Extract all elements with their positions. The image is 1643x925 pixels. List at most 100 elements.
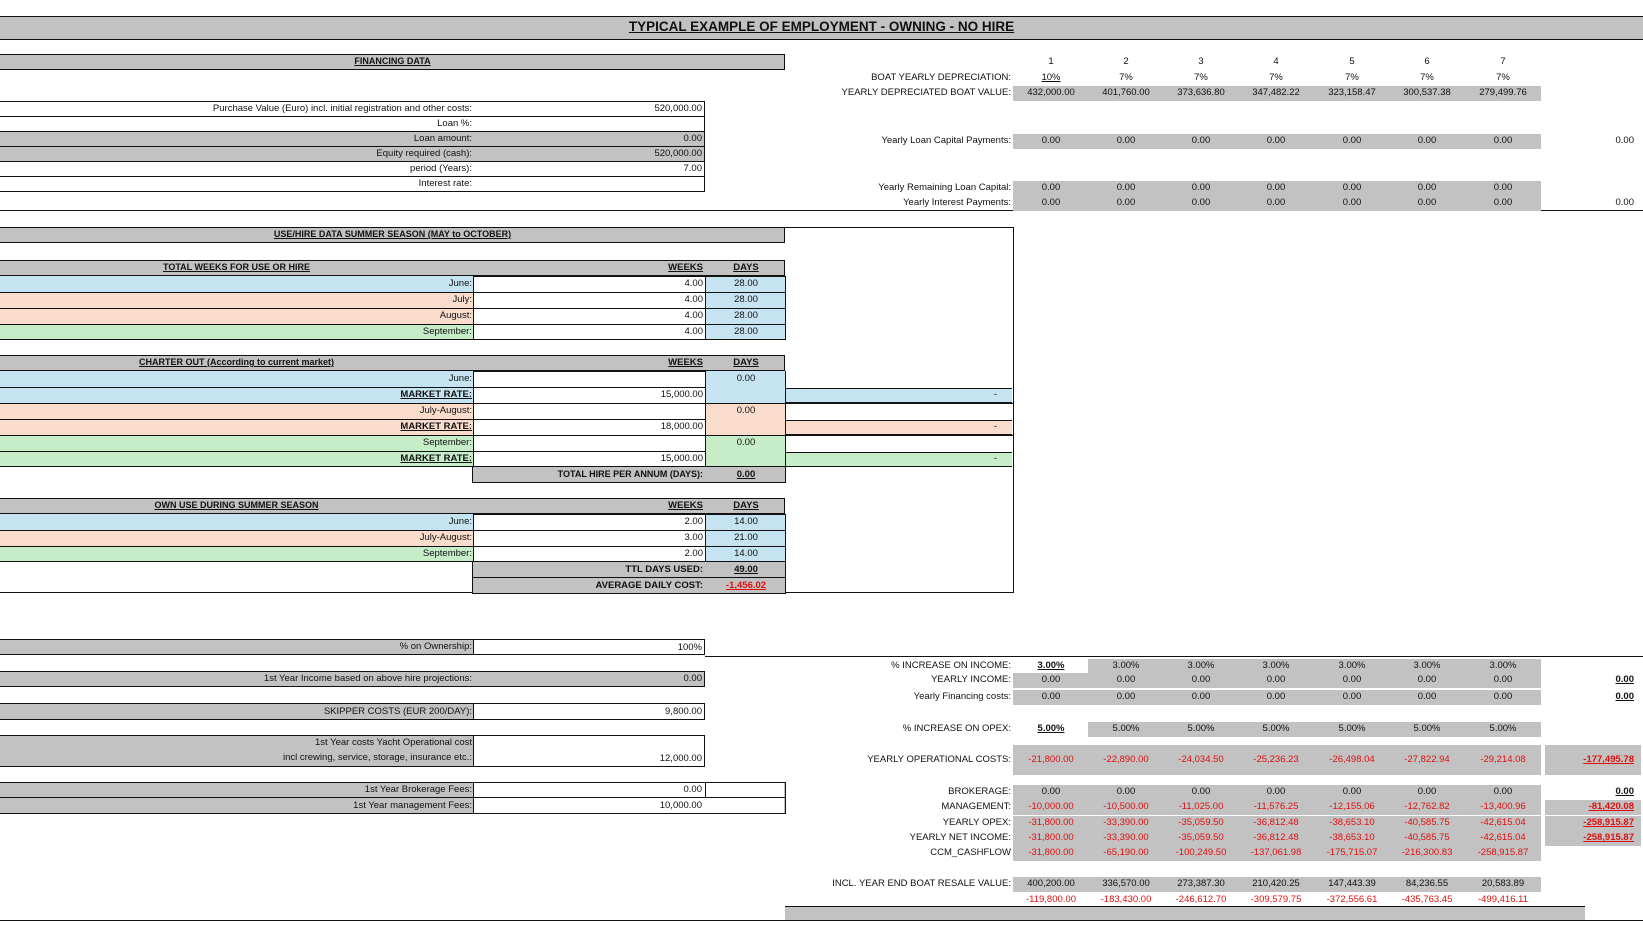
row-line: [0, 308, 785, 309]
avg-cost-label: AVERAGE DAILY COST:: [595, 580, 703, 591]
row-label: Yearly Remaining Loan Capital:: [878, 182, 1011, 193]
year-value: 0.00: [1417, 691, 1437, 702]
total-shade: [1545, 745, 1641, 775]
avg-cost-value: -1,456.02: [725, 580, 767, 591]
year-value: -25,236.23: [1253, 754, 1299, 765]
row-line: [0, 339, 785, 340]
skipper-value-cell: [473, 704, 704, 719]
row-label: MANAGEMENT:: [941, 801, 1011, 812]
days-col-header: DAYS: [733, 500, 759, 511]
year-header: 3: [1198, 56, 1204, 67]
total-weeks-header-row: [0, 260, 785, 276]
income-row: [0, 671, 705, 687]
year-value: -309,579.75: [1250, 894, 1302, 905]
financing-header: FINANCING DATA: [354, 56, 431, 66]
financing-value: 520,000.00: [654, 103, 702, 114]
total-value: 0.00: [1615, 691, 1635, 702]
days-col-header: DAYS: [733, 262, 759, 273]
year-header: 1: [1048, 56, 1054, 67]
year-value: -10,000.00: [1028, 801, 1074, 812]
skipper-label: SKIPPER COSTS (EUR 200/DAY):: [323, 706, 472, 717]
year-value: 0.00: [1417, 182, 1437, 193]
days-value: 14.00: [734, 548, 758, 559]
weeks-value: 4.00: [684, 326, 704, 337]
year-value: 0.00: [1493, 674, 1513, 685]
year-value: 0.00: [1041, 786, 1061, 797]
year-value: -11,025.00: [1178, 801, 1224, 812]
year-value: -183,430.00: [1100, 894, 1152, 905]
row-shade: [1013, 745, 1541, 775]
year-value: -119,800.00: [1025, 894, 1076, 905]
weeks-col-header: WEEKS: [668, 500, 703, 511]
year-value: 0.00: [1191, 197, 1211, 208]
year-value: 0.00: [1342, 135, 1362, 146]
year-value: 432,000.00: [1027, 87, 1075, 98]
year-value: -21,800.00: [1028, 754, 1074, 765]
year-value: -40,585.75: [1404, 817, 1450, 828]
year-value: 3.00%: [1037, 660, 1065, 671]
total-shade: [1545, 831, 1641, 846]
year-value: 0.00: [1191, 786, 1211, 797]
row-label: % INCREASE ON OPEX:: [902, 723, 1011, 734]
year-value: 0.00: [1266, 135, 1286, 146]
year-value: 84,236.55: [1405, 878, 1449, 889]
row-shade: [1013, 800, 1541, 815]
year-value: 273,387.30: [1177, 878, 1225, 889]
total-value: 0.00: [1615, 135, 1635, 146]
financing-label: Interest rate:: [418, 178, 472, 189]
year-value: 0.00: [1266, 691, 1286, 702]
row-shade: [1013, 134, 1541, 149]
year-value: 0.00: [1417, 786, 1437, 797]
year-value: 0.00: [1041, 135, 1061, 146]
row-label: YEARLY OPEX:: [942, 817, 1011, 828]
year-value: 0.00: [1342, 197, 1362, 208]
year-value: 10%: [1041, 72, 1061, 83]
year-value: 7%: [1269, 72, 1283, 83]
year-value: 0.00: [1041, 674, 1061, 685]
year-value: 0.00: [1417, 674, 1437, 685]
year-header: 2: [1123, 56, 1129, 67]
opcost-label-line1: 1st Year costs Yacht Operational cost: [314, 737, 472, 748]
year-value: 7%: [1119, 72, 1133, 83]
year-value: 0.00: [1191, 674, 1211, 685]
year-value: 0.00: [1191, 182, 1211, 193]
market-rate-value: 15,000.00: [660, 389, 703, 400]
use-hire-header-bar: [0, 227, 785, 243]
year-value: -27,822.94: [1404, 754, 1450, 765]
income-label: 1st Year Income based on above hire proj…: [263, 673, 472, 684]
row-label: INCL. YEAR END BOAT RESALE VALUE:: [832, 878, 1011, 889]
row-shade: [1013, 86, 1541, 101]
avg-cost-row: [472, 577, 786, 594]
brokerage-value: 0.00: [683, 784, 703, 795]
weeks-value: 4.00: [684, 310, 704, 321]
row-label: July:: [452, 294, 472, 305]
page-title: TYPICAL EXAMPLE OF EMPLOYMENT - OWNING -…: [628, 19, 1015, 34]
total-weeks-header: TOTAL WEEKS FOR USE OR HIRE: [162, 262, 310, 272]
year-value: 0.00: [1266, 182, 1286, 193]
year-value: 5.00%: [1489, 723, 1517, 734]
year-value: 0.00: [1116, 786, 1136, 797]
total-value: -81,420.08: [1588, 801, 1634, 812]
total-value: -177,495.78: [1583, 754, 1634, 765]
year-value: 0.00: [1116, 674, 1136, 685]
use-hire-bottom-border: [786, 592, 1014, 593]
year-value: 279,499.76: [1479, 87, 1527, 98]
row-line: [0, 546, 785, 547]
year-header: 4: [1273, 56, 1279, 67]
weeks-value: 2.00: [684, 548, 704, 559]
title-bar: [0, 16, 1643, 39]
row-label: August:: [439, 310, 472, 321]
row-shade: [1013, 196, 1541, 211]
financing-label: Loan amount:: [413, 133, 472, 144]
year-value: 0.00: [1342, 786, 1362, 797]
year-value: -246,612.70: [1175, 894, 1227, 905]
year-value: 5.00%: [1187, 723, 1215, 734]
row-shade: [1013, 816, 1541, 831]
row-label: YEARLY INCOME:: [931, 674, 1011, 685]
own-use-header: OWN USE DURING SUMMER SEASON: [154, 500, 319, 510]
year-value: -35,059.50: [1178, 817, 1224, 828]
year-value: -137,061.98: [1250, 847, 1302, 858]
total-value: 0.00: [1615, 197, 1635, 208]
year-value: 3.00%: [1338, 660, 1366, 671]
bottom-border: [0, 920, 1643, 921]
